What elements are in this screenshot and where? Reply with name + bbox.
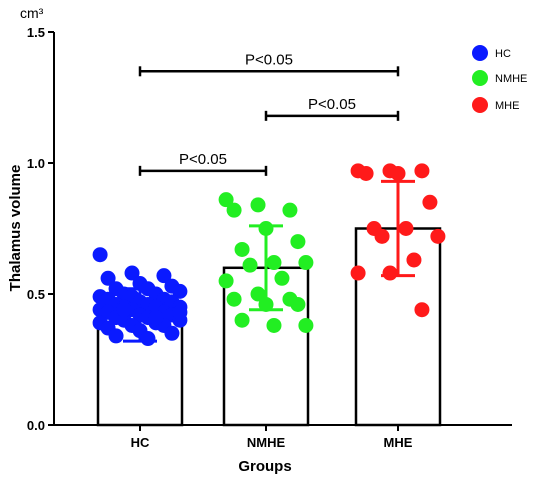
y-tick-label: 1.5 <box>27 25 45 40</box>
x-tick-label: HC <box>131 435 150 450</box>
point-nmhe <box>298 317 314 333</box>
data-points-layer <box>92 163 446 347</box>
legend-marker-nmhe <box>472 70 488 86</box>
y-axis-title: Thalamus volume <box>7 165 24 292</box>
point-nmhe <box>234 312 250 328</box>
x-tick-label: MHE <box>384 435 413 450</box>
point-nmhe <box>266 255 282 271</box>
y-tick-label: 0.5 <box>27 287 45 302</box>
legend-marker-hc <box>472 45 488 61</box>
legend-label-hc: HC <box>495 48 511 60</box>
point-nmhe <box>290 234 306 250</box>
point-hc <box>148 310 164 326</box>
point-hc <box>164 325 180 341</box>
point-mhe <box>414 302 430 318</box>
point-nmhe <box>242 257 258 273</box>
x-tick-label: NMHE <box>247 435 286 450</box>
point-hc <box>156 268 172 284</box>
point-mhe <box>406 252 422 268</box>
point-nmhe <box>298 255 314 271</box>
significance-brackets: P<0.05 P<0.05 P<0.05 <box>138 51 400 176</box>
point-nmhe <box>266 317 282 333</box>
legend-marker-mhe <box>472 97 488 113</box>
point-nmhe <box>250 286 266 302</box>
point-mhe <box>422 194 438 210</box>
point-nmhe <box>258 221 274 236</box>
y-tick-label: 0.0 <box>27 418 45 433</box>
point-nmhe <box>226 202 242 218</box>
point-mhe <box>382 265 398 281</box>
point-mhe <box>390 165 406 181</box>
point-mhe <box>358 165 374 181</box>
point-mhe <box>414 163 430 179</box>
point-hc <box>172 304 188 320</box>
legend-label-mhe: MHE <box>495 100 519 112</box>
point-nmhe <box>282 202 298 218</box>
point-mhe <box>374 228 390 244</box>
point-nmhe <box>250 197 266 213</box>
significance-label: P<0.05 <box>308 96 356 113</box>
point-mhe <box>350 265 366 281</box>
axes <box>53 32 512 426</box>
point-hc <box>124 265 140 281</box>
point-hc <box>100 270 116 286</box>
tick-labels: 0.0 0.5 1.0 1.5 HC NMHE MHE <box>27 25 413 450</box>
y-tick-label: 1.0 <box>27 156 45 171</box>
point-hc <box>116 302 132 318</box>
x-axis-title: Groups <box>238 458 291 475</box>
point-nmhe <box>274 270 290 286</box>
point-nmhe <box>234 241 250 257</box>
point-nmhe <box>218 192 234 208</box>
point-mhe <box>430 228 446 244</box>
legend-label-nmhe: NMHE <box>495 73 527 85</box>
point-nmhe <box>258 296 274 312</box>
significance-label: P<0.05 <box>179 151 227 168</box>
point-nmhe <box>218 273 234 289</box>
point-hc <box>140 331 156 347</box>
point-nmhe <box>290 296 306 312</box>
point-hc <box>172 283 188 299</box>
point-mhe <box>398 221 414 236</box>
point-hc <box>108 328 124 344</box>
y-axis-unit: cm³ <box>20 5 44 21</box>
point-nmhe <box>226 291 242 307</box>
legend: HC NMHE MHE <box>472 45 527 113</box>
point-hc <box>92 247 108 263</box>
significance-label: P<0.05 <box>245 51 293 68</box>
